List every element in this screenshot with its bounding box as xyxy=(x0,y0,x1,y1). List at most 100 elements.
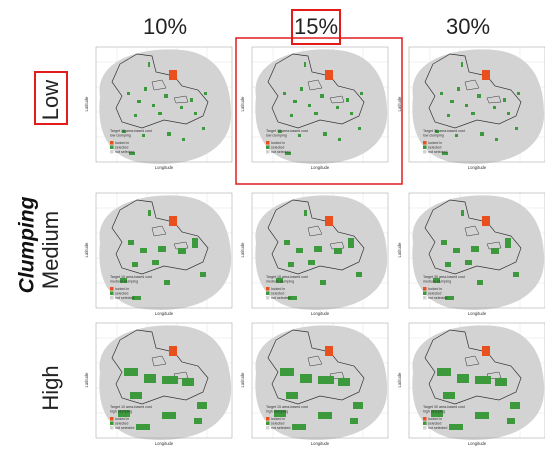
map xyxy=(238,42,388,172)
legend-label: locked in xyxy=(115,287,129,291)
panel-caption: Target 15 area-based cost xyxy=(266,275,308,279)
legend-swatch xyxy=(110,287,114,291)
map-panel: Longitude Latitude Target 10 area-based co… xyxy=(82,42,232,172)
legend-label: locked in xyxy=(271,417,285,421)
panel-caption: high clumping xyxy=(266,410,288,414)
y-axis-label: Latitude xyxy=(397,372,402,388)
panel-caption: Target 30 area-based cost xyxy=(423,129,465,133)
map-panel: LongitudeLatitudeTarget 15 area-based co… xyxy=(238,318,388,448)
panel-caption: Target 15 area-based cost xyxy=(266,129,308,133)
legend-label: locked in xyxy=(271,141,285,145)
legend-label: selected xyxy=(428,292,441,296)
legend-label: not selected xyxy=(428,426,447,430)
map-grid: Longitude Latitude Target 10 area-based co… xyxy=(82,42,545,448)
row-group-label: Clumping xyxy=(16,196,39,293)
legend-swatch xyxy=(423,150,427,154)
legend-swatch xyxy=(423,287,427,291)
panel-caption: medium clumping xyxy=(423,280,451,284)
panel-caption: Target 10 area-based cost xyxy=(110,405,152,409)
panel-caption: low clumping xyxy=(423,134,444,138)
legend-swatch xyxy=(423,422,427,426)
legend-label: not selected xyxy=(428,150,447,154)
legend-label: not selected xyxy=(428,296,447,300)
column-header: 15% xyxy=(294,14,338,39)
legend-label: locked in xyxy=(428,287,442,291)
legend-label: locked in xyxy=(115,141,129,145)
x-axis-label: Longitude xyxy=(468,441,487,446)
legend-label: selected xyxy=(115,146,128,150)
legend-swatch xyxy=(423,417,427,421)
y-axis-label: Latitude xyxy=(240,242,245,258)
y-axis-label: Latitude xyxy=(240,372,245,388)
legend-label: not selected xyxy=(271,150,290,154)
map xyxy=(395,42,545,172)
legend-label: selected xyxy=(271,422,284,426)
map-panel: Longitude Latitude Target 10 area-based co… xyxy=(82,318,232,448)
legend-label: selected xyxy=(115,422,128,426)
legend-swatch xyxy=(266,296,270,300)
x-axis-label: Longitude xyxy=(155,165,174,170)
legend-swatch xyxy=(110,146,114,150)
y-axis-label: Latitude xyxy=(397,242,402,258)
panel-caption: Target 15 area-based cost xyxy=(266,405,308,409)
column-header: 30% xyxy=(446,14,490,39)
x-axis-label: Longitude xyxy=(155,311,174,316)
panel-caption: medium clumping xyxy=(110,280,138,284)
row-label: High xyxy=(38,365,63,410)
legend-swatch xyxy=(423,146,427,150)
legend-swatch xyxy=(266,426,270,430)
panel-caption: Target 10 area-based cost xyxy=(110,275,152,279)
legend-label: selected xyxy=(115,292,128,296)
legend-label: locked in xyxy=(428,417,442,421)
panel-caption: Target 30 area-based cost xyxy=(423,405,465,409)
legend-swatch xyxy=(266,141,270,145)
legend-swatch xyxy=(266,417,270,421)
map-panel: LongitudeLatitudeTarget 30 area-based co… xyxy=(395,188,545,318)
legend-swatch xyxy=(110,141,114,145)
legend-label: not selected xyxy=(115,296,134,300)
legend-swatch xyxy=(423,141,427,145)
legend-label: not selected xyxy=(115,426,134,430)
legend-swatch xyxy=(266,146,270,150)
map xyxy=(395,318,545,448)
legend-label: selected xyxy=(428,422,441,426)
legend-swatch xyxy=(266,150,270,154)
panel-caption: Target 10 area-based cost xyxy=(110,129,152,133)
map xyxy=(82,318,232,448)
panel-caption: high clumping xyxy=(110,410,132,414)
legend-swatch xyxy=(110,296,114,300)
y-axis-label: Latitude xyxy=(84,372,89,388)
column-header: 10% xyxy=(143,14,187,39)
x-axis-label: Longitude xyxy=(311,165,330,170)
x-axis-label: Longitude xyxy=(311,311,330,316)
panel-caption: low clumping xyxy=(266,134,287,138)
legend-label: not selected xyxy=(271,426,290,430)
map-panel: Longitude Latitude Target 15 area-based co… xyxy=(238,188,388,318)
legend-swatch xyxy=(110,422,114,426)
legend-label: selected xyxy=(271,146,284,150)
map-panel: LongitudeLatitudeTarget 15 area-based co… xyxy=(238,42,388,172)
legend-swatch xyxy=(110,417,114,421)
legend-swatch xyxy=(110,292,114,296)
map-panel: Longitude Latitude Target 30 area-based co… xyxy=(395,318,545,448)
x-axis-label: Longitude xyxy=(468,165,487,170)
panel-caption: low clumping xyxy=(110,134,131,138)
legend-swatch xyxy=(266,292,270,296)
y-axis-label: Latitude xyxy=(84,96,89,112)
legend-label: locked in xyxy=(271,287,285,291)
legend-label: selected xyxy=(271,292,284,296)
legend-label: not selected xyxy=(271,296,290,300)
figure: Longitude Latitude Target 10 area-based co… xyxy=(0,0,545,451)
legend-label: not selected xyxy=(115,150,134,154)
map xyxy=(82,188,232,318)
row-label: Low xyxy=(38,80,63,120)
x-axis-label: Longitude xyxy=(155,441,174,446)
legend-swatch xyxy=(266,422,270,426)
legend-swatch xyxy=(423,296,427,300)
panel-caption: high clumping xyxy=(423,410,445,414)
panel-caption: Target 30 area-based cost xyxy=(423,275,465,279)
legend-label: selected xyxy=(428,146,441,150)
map xyxy=(82,42,232,172)
